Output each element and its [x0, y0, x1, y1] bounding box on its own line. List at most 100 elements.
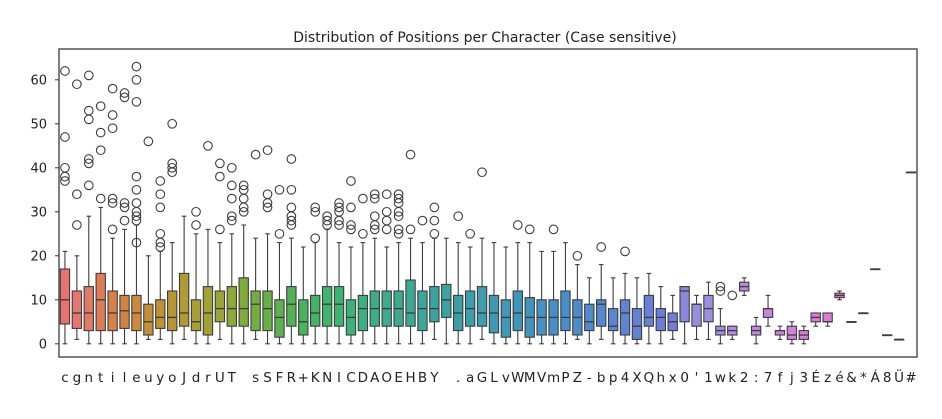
outlier-point — [83, 70, 94, 81]
box-68 — [870, 268, 881, 271]
box-8 — [155, 176, 166, 340]
x-tick-label: S — [263, 370, 272, 386]
outlier-point — [572, 250, 583, 261]
x-tick-label: b — [597, 370, 606, 386]
x-tick-label: # — [905, 370, 916, 386]
box-42 — [560, 242, 571, 345]
outlier-point — [72, 220, 82, 230]
box-body — [298, 299, 309, 336]
outlier-point — [191, 220, 201, 230]
box-56 — [727, 290, 738, 340]
box-28 — [393, 189, 404, 345]
outlier-point — [119, 92, 130, 103]
box-9 — [167, 118, 178, 345]
outlier-point — [381, 224, 392, 235]
box-body — [333, 286, 345, 327]
box-47 — [619, 246, 631, 345]
outlier-point — [95, 127, 106, 138]
box-43 — [572, 250, 583, 340]
box-2 — [83, 70, 94, 345]
x-tick-label: y — [156, 370, 164, 386]
box-41 — [548, 224, 559, 345]
box-body — [357, 294, 369, 332]
x-tick-label: L — [490, 370, 498, 386]
outlier-point — [83, 158, 94, 169]
x-tick-label: x — [669, 370, 677, 386]
box-body — [655, 308, 666, 332]
x-tick-label: W — [511, 370, 524, 386]
outlier-point — [596, 242, 607, 252]
x-tick-label: E — [394, 370, 403, 386]
box-44 — [584, 277, 595, 345]
outlier-point — [274, 228, 285, 239]
outlier-point — [143, 136, 154, 147]
x-tick-label: w — [715, 370, 726, 386]
box-32 — [441, 237, 452, 345]
x-tick-label: O — [381, 370, 392, 386]
box-body — [560, 290, 571, 332]
box-13 — [214, 158, 226, 340]
x-tick-label: é — [835, 370, 843, 386]
box-body — [71, 290, 83, 329]
y-tick-label: 50 — [30, 117, 47, 132]
x-tick-label: f — [778, 370, 784, 386]
box-body — [607, 308, 619, 332]
outlier-point — [131, 171, 142, 182]
x-tick-label: u — [144, 370, 153, 386]
box-29 — [405, 149, 416, 345]
box-65 — [834, 290, 845, 301]
box-body — [310, 294, 321, 327]
x-tick-label: + — [298, 370, 309, 386]
box-71 — [905, 171, 917, 174]
outlier-point — [548, 224, 559, 235]
outlier-point — [429, 215, 440, 226]
outlier-point — [226, 162, 237, 173]
outlier-point — [119, 202, 130, 213]
box-body — [167, 290, 178, 332]
x-tick-label: 4 — [621, 370, 630, 386]
outlier-point — [393, 211, 404, 222]
box-body — [774, 330, 786, 336]
x-tick-label: M — [524, 370, 536, 386]
outlier-point — [95, 101, 106, 112]
outlier-point — [167, 162, 178, 173]
x-tick-label: l — [123, 370, 127, 386]
x-tick-label: K — [311, 370, 321, 386]
box-body — [119, 294, 130, 329]
box-body — [226, 286, 237, 327]
box-26 — [369, 189, 380, 345]
outlier-point — [167, 118, 178, 129]
outlier-point — [369, 193, 380, 204]
x-tick-label: 2 — [740, 370, 749, 386]
box-35 — [476, 167, 488, 340]
box-body — [429, 286, 440, 323]
outlier-point — [119, 215, 130, 226]
box-33 — [453, 211, 464, 345]
box-14 — [226, 162, 237, 345]
box-body — [250, 290, 261, 332]
box-body — [95, 272, 106, 332]
box-17 — [262, 145, 273, 345]
outlier-point — [369, 211, 380, 222]
box-67 — [858, 312, 869, 315]
outlier-point — [226, 215, 237, 226]
box-51 — [667, 294, 678, 340]
outlier-point — [107, 224, 118, 235]
outlier-point — [465, 228, 475, 239]
box-34 — [464, 228, 476, 345]
box-37 — [500, 246, 512, 345]
outlier-point — [131, 74, 142, 85]
outlier-point — [107, 198, 118, 208]
box-61 — [786, 321, 798, 345]
x-tick-label: Q — [644, 370, 655, 386]
outlier-point — [107, 123, 118, 134]
box-body — [643, 294, 655, 327]
box-body — [274, 299, 285, 338]
outlier-point — [381, 215, 392, 226]
y-tick-label: 60 — [30, 73, 47, 88]
x-tick-label: v — [502, 370, 510, 386]
box-36 — [488, 242, 500, 345]
box-body — [762, 308, 774, 318]
box-12 — [202, 140, 214, 345]
